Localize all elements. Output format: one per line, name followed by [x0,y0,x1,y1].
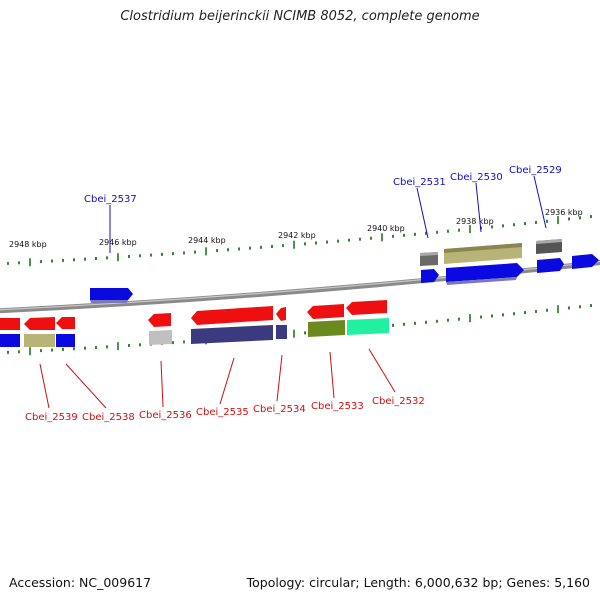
leader-line [39,363,50,409]
scale-label: 2944 kbp [188,236,226,245]
gene-label-cbei-2537[interactable]: Cbei_2537 [84,194,137,205]
gene-feature-cbei-2535[interactable] [191,306,273,325]
gene-feature-cbei-2532-b[interactable] [347,318,389,335]
leader-line [533,175,547,229]
gene-feature-cbei-2539-b[interactable] [0,334,20,347]
gene-feature-shadow [90,300,128,303]
gene-feature-cbei-2538-b[interactable] [24,334,55,347]
genome-summary-text: Topology: circular; Length: 6,000,632 bp… [246,575,590,590]
gene-label-cbei-2533[interactable]: Cbei_2533 [311,401,364,412]
gene-feature-cbei-2530-bottom[interactable] [446,263,524,282]
gene-feature-cbei-2538-c[interactable] [56,317,75,329]
gene-label-cbei-2532[interactable]: Cbei_2532 [372,396,425,407]
gene-label-cbei-2535[interactable]: Cbei_2535 [196,407,249,418]
gene-label-cbei-2538[interactable]: Cbei_2538 [82,412,135,423]
leader-line [276,354,283,402]
scale-labels: 2948 kbp 2946 kbp 2944 kbp 2942 kbp 2940… [9,208,583,249]
scale-label: 2940 kbp [367,224,405,233]
gene-feature-shadow [444,243,522,253]
gene-feature-cbei-2532[interactable] [346,300,387,315]
forward-strand-features [90,239,599,303]
leader-line [475,182,482,233]
gene-feature-cbei-2534-b[interactable] [276,325,287,339]
gene-label-cbei-2536[interactable]: Cbei_2536 [139,410,192,421]
gene-leader-lines [39,175,547,409]
gene-label-cbei-2530[interactable]: Cbei_2530 [450,172,503,183]
accession-text: Accession: NC_009617 [9,575,152,590]
scale-label: 2946 kbp [99,238,137,247]
gene-label-cbei-2531[interactable]: Cbei_2531 [393,177,446,188]
gene-feature-cbei-2533-b[interactable] [308,320,345,337]
leader-line [368,348,396,393]
gene-feature-cbei-2531-bottom[interactable] [421,269,439,283]
gene-label-cbei-2529[interactable]: Cbei_2529 [509,165,562,176]
gene-feature-shadow [536,239,562,244]
gene-feature-cbei-2536-b[interactable] [149,330,172,345]
leader-line [329,351,335,399]
gene-feature-cbei-2538-d[interactable] [56,334,75,347]
gene-feature-cbei-2535-b[interactable] [191,325,273,344]
scale-ticks-bottom [7,304,592,356]
gene-feature-cbei-2534[interactable] [276,307,286,321]
gene-feature-cbei-2537[interactable] [90,288,133,300]
gene-feature-cbei-2533[interactable] [307,304,344,319]
leader-line [219,357,235,405]
gene-feature-cbei-2536[interactable] [148,313,171,327]
gene-feature-cbei-2529-bottom[interactable] [537,258,564,273]
gene-label-cbei-2539[interactable]: Cbei_2539 [25,412,78,423]
reverse-strand-features [0,300,389,347]
gene-feature-shadow [420,252,438,256]
leader-line [416,187,429,239]
scale-ticks-top [7,215,592,267]
gene-label-cbei-2534[interactable]: Cbei_2534 [253,404,306,415]
leader-line [65,363,107,409]
genome-title: Clostridium beijerinckii NCIMB 8052, com… [120,9,480,24]
scale-label: 2948 kbp [9,240,47,249]
gene-labels: Cbei_2537 Cbei_2531 Cbei_2530 Cbei_2529 … [25,165,562,423]
leader-line [160,360,164,408]
gene-feature-cbei-2528[interactable] [572,254,599,269]
scale-label: 2938 kbp [456,217,494,226]
gene-feature-cbei-2538[interactable] [24,317,55,330]
gene-feature-cbei-2539[interactable] [0,318,20,330]
scale-label: 2936 kbp [545,208,583,217]
scale-label: 2942 kbp [278,231,316,240]
gene-feature-shadow [446,277,517,285]
